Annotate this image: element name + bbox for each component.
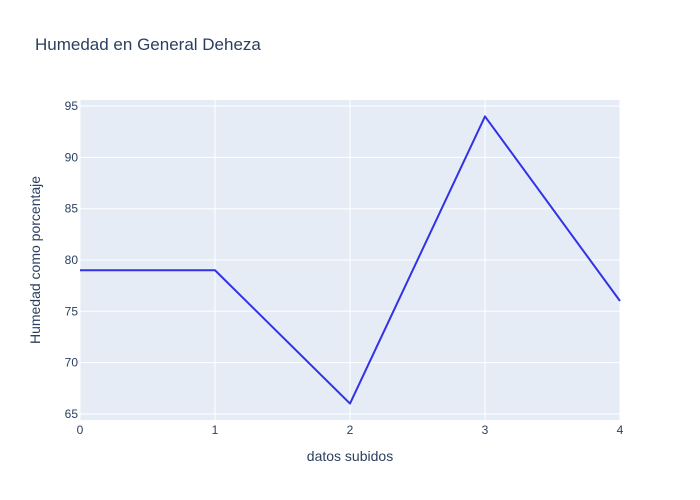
y-tick-label: 80 — [65, 253, 79, 267]
y-gridlines — [80, 105, 620, 415]
y-tick-label: 95 — [65, 99, 79, 113]
x-tick-label: 3 — [482, 423, 489, 437]
series-group — [80, 115, 621, 405]
y-tick-label: 90 — [65, 150, 79, 164]
y-tick-label: 65 — [65, 407, 79, 421]
y-tick-label: 85 — [65, 202, 79, 216]
y-tick-label: 75 — [65, 304, 79, 318]
x-axis-label: datos subidos — [307, 448, 393, 464]
y-tick-label: 70 — [65, 356, 79, 370]
chart-title: Humedad en General Deheza — [35, 35, 261, 54]
x-tick-label: 1 — [212, 423, 219, 437]
x-tick-label: 4 — [617, 423, 624, 437]
series-line — [80, 115, 621, 405]
x-tick-label: 0 — [77, 423, 84, 437]
y-axis-label: Humedad como porcentaje — [27, 176, 43, 344]
x-tick-label: 2 — [347, 423, 354, 437]
x-tick-labels: 0 1 2 3 4 — [77, 423, 624, 437]
y-tick-labels: 65 70 75 80 85 90 95 — [65, 99, 79, 421]
